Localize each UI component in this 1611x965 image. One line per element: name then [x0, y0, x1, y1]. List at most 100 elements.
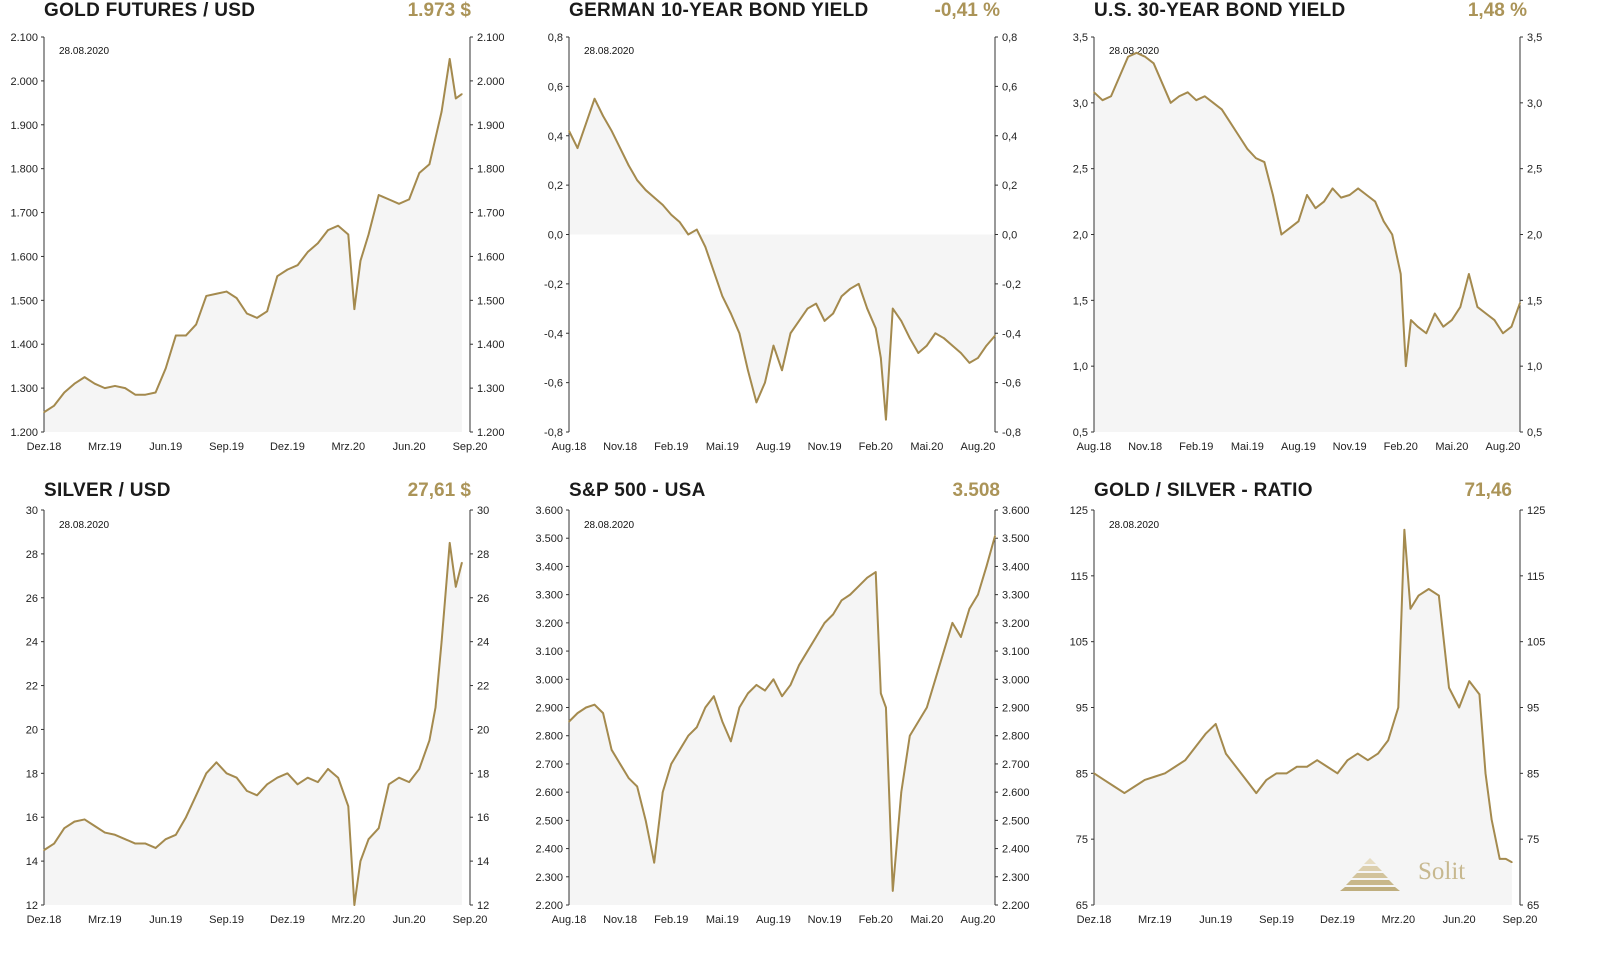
data-point [63, 391, 66, 394]
x-tick-label: Jun.20 [1443, 914, 1476, 926]
data-point [610, 749, 613, 751]
data-point [849, 288, 851, 290]
data-point [644, 189, 647, 191]
data-point [1490, 818, 1493, 821]
data-point [1323, 200, 1325, 203]
data-point [960, 352, 962, 354]
data-point [687, 233, 690, 236]
x-tick-label: Jun.20 [393, 441, 426, 453]
y-tick-label-right: 0,2 [1002, 180, 1017, 192]
y-tick-label-right: 18 [477, 768, 489, 780]
y-tick-label-right: 0,5 [1527, 427, 1542, 439]
data-point [1212, 102, 1215, 104]
chart-latest-value: 1,48 % [1467, 0, 1527, 21]
x-tick-label: Jun.19 [1199, 914, 1232, 926]
data-point [347, 233, 350, 236]
data-point [317, 781, 319, 783]
y-tick-label-right: -0,8 [1002, 427, 1021, 439]
chart-latest-value: 71,46 [1464, 480, 1512, 501]
chart-panel-spx: S&P 500 - USA 3.508 28.08.2020 2.200 2.20… [525, 480, 1062, 962]
data-point [114, 833, 116, 836]
y-tick-label-left: 0,0 [548, 230, 563, 242]
y-tick-label-right: -0,2 [1002, 279, 1021, 291]
data-point [164, 838, 167, 840]
data-point [337, 224, 339, 227]
data-point [359, 260, 362, 262]
data-point [1101, 99, 1104, 101]
y-tick-label-left: 18 [26, 768, 38, 780]
x-tick-label: Feb.20 [1384, 441, 1418, 453]
y-tick-label-right: 24 [477, 637, 489, 649]
data-point [104, 831, 106, 834]
data-point [195, 323, 197, 326]
data-point [891, 890, 894, 892]
data-point [455, 97, 457, 100]
data-point [772, 678, 775, 681]
data-point [388, 783, 390, 786]
data-point [602, 712, 604, 714]
data-point [696, 228, 698, 231]
chart-svg: -0,8 -0,8 -0,6 -0,6 -0,4 -0,4 -0,2 -0,2 0,0 0,0 0,… [544, 32, 1021, 453]
x-tick-label: Aug.20 [1486, 441, 1521, 453]
y-tick-label-right: 2.500 [1002, 815, 1030, 827]
data-point [175, 334, 177, 337]
y-tick-label-left: 2.300 [535, 872, 563, 884]
data-point [619, 147, 621, 149]
data-point [815, 636, 817, 638]
data-point [1367, 759, 1369, 761]
data-point [235, 776, 238, 779]
data-point [1442, 325, 1445, 328]
y-tick-label-right: 2.100 [477, 32, 505, 44]
data-point [704, 706, 707, 709]
x-tick-label: Jun.19 [149, 914, 182, 926]
data-point [781, 369, 783, 372]
data-point [306, 251, 309, 253]
data-point [73, 820, 76, 823]
data-point [1110, 95, 1112, 98]
data-point [721, 295, 724, 298]
y-tick-label-left: 1.500 [10, 295, 38, 307]
data-point [1484, 772, 1487, 775]
y-tick-label-right: 30 [477, 505, 489, 517]
data-point [1225, 752, 1227, 755]
data-point [1326, 765, 1329, 768]
y-tick-label-left: 2.400 [535, 844, 563, 856]
data-point [154, 391, 157, 394]
data-point [1417, 594, 1420, 597]
y-tick-label-left: 0,6 [548, 81, 563, 93]
x-tick-label: Jun.20 [393, 914, 426, 926]
y-tick-label-right: 1.200 [477, 427, 505, 439]
y-tick-label-right: 3.200 [1002, 618, 1030, 630]
data-point [1204, 733, 1207, 735]
data-point [1348, 194, 1351, 196]
data-point [798, 320, 800, 322]
data-point [764, 689, 766, 692]
y-tick-label-right: 75 [1527, 834, 1539, 846]
data-point [246, 312, 248, 315]
y-tick-label-right: 1,0 [1527, 361, 1542, 373]
data-point [1164, 772, 1166, 775]
data-point [849, 593, 851, 596]
data-point [977, 357, 979, 359]
data-point [83, 376, 86, 378]
data-point [418, 172, 421, 174]
data-point [225, 290, 228, 293]
y-tick-label-left: 2.500 [535, 815, 563, 827]
y-tick-label-right: 1.300 [477, 383, 505, 395]
x-tick-label: Feb.20 [859, 914, 893, 926]
data-point [880, 357, 882, 359]
y-tick-label-left: 3.500 [535, 533, 563, 545]
data-point [327, 229, 329, 231]
data-point [866, 576, 868, 579]
data-point [943, 650, 945, 652]
y-tick-label-left: 2.700 [535, 759, 563, 771]
data-point [1314, 207, 1317, 209]
data-point [593, 97, 596, 100]
y-tick-label-right: 3.000 [1002, 674, 1030, 686]
data-point [317, 242, 319, 245]
y-tick-label-left: 3.600 [535, 505, 563, 517]
data-point [337, 776, 339, 779]
data-point [857, 283, 860, 285]
y-tick-label-left: 2,5 [1073, 164, 1088, 176]
data-point [1265, 779, 1268, 781]
